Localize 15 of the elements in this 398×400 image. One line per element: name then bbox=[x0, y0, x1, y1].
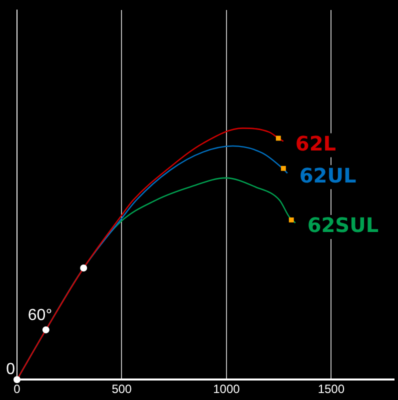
x-tick-label: 0 bbox=[14, 382, 21, 396]
point bbox=[80, 264, 88, 272]
point bbox=[276, 136, 281, 141]
series-label: 62UL bbox=[299, 163, 356, 188]
point bbox=[14, 376, 20, 384]
annotation: 60° bbox=[28, 307, 52, 324]
x-tick-label: 500 bbox=[112, 382, 132, 396]
x-tick-label: 1500 bbox=[318, 382, 345, 396]
x-tick-label: 1000 bbox=[213, 382, 240, 396]
series-label: 62L bbox=[295, 131, 336, 156]
point bbox=[288, 217, 294, 222]
point bbox=[280, 166, 286, 171]
text: 0 bbox=[6, 361, 16, 378]
series-label: 62SUL bbox=[307, 213, 379, 238]
point bbox=[42, 326, 50, 334]
